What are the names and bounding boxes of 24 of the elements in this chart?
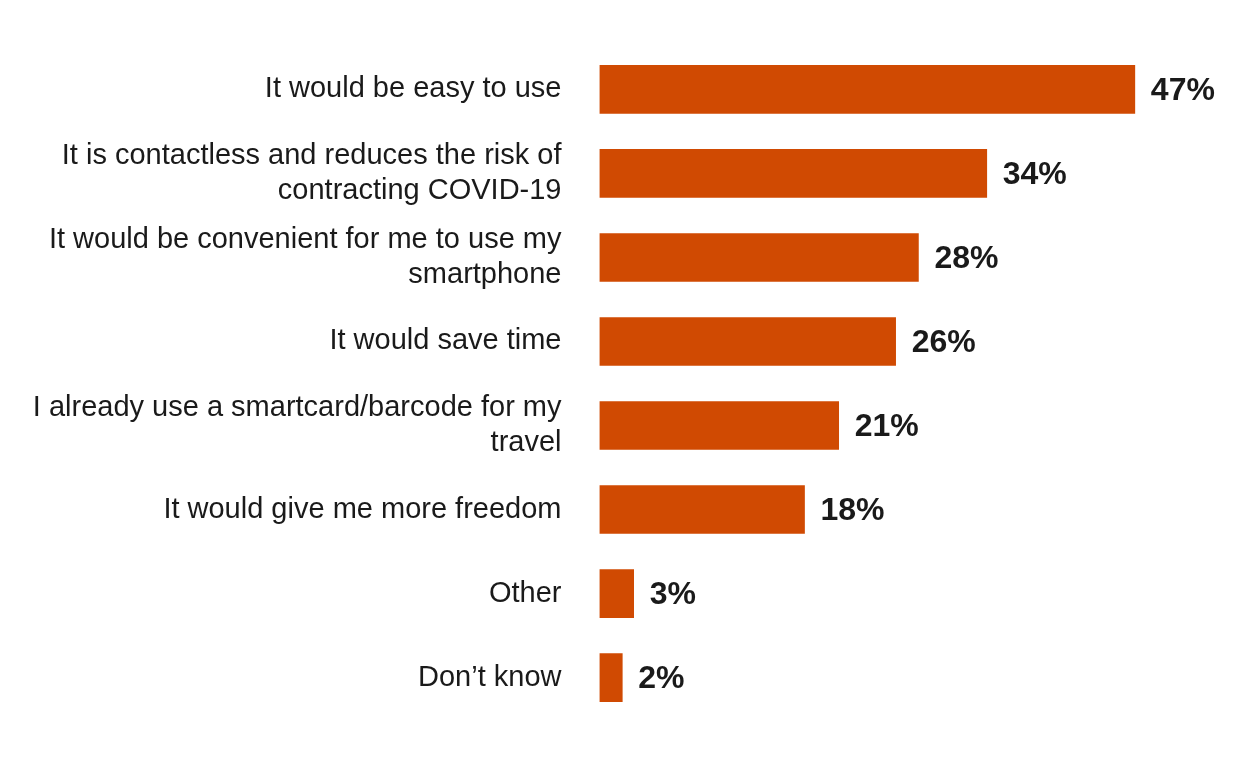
data-label: 34% [1002,155,1067,192]
data-label: 3% [649,575,696,612]
data-label: 21% [854,407,919,444]
bar [599,401,840,450]
y-tick-label: It would give me more freedom [163,491,562,524]
data-label: 28% [934,239,999,276]
y-tick-label: It is contactless and reduces the risk of contracting COVID-19 [61,138,563,205]
data-label: 47% [1150,71,1215,108]
bar [599,233,919,282]
bar [599,149,988,198]
bar [599,65,1136,114]
data-label: 18% [820,491,885,528]
y-tick-label: I already use a smartcard/barcode for my travel [32,390,562,457]
y-tick-label: It would be convenient for me to use my smartphone [48,222,562,289]
bar [599,569,634,618]
bar [599,317,896,366]
bar [599,485,805,534]
y-tick-label: Other [488,575,562,608]
y-tick-label: It would save time [329,323,562,356]
bar [599,653,623,702]
data-label: 26% [911,323,976,360]
y-tick-label: It would be easy to use [264,71,562,104]
data-label: 2% [638,659,685,696]
y-tick-label: Don’t know [418,659,563,692]
